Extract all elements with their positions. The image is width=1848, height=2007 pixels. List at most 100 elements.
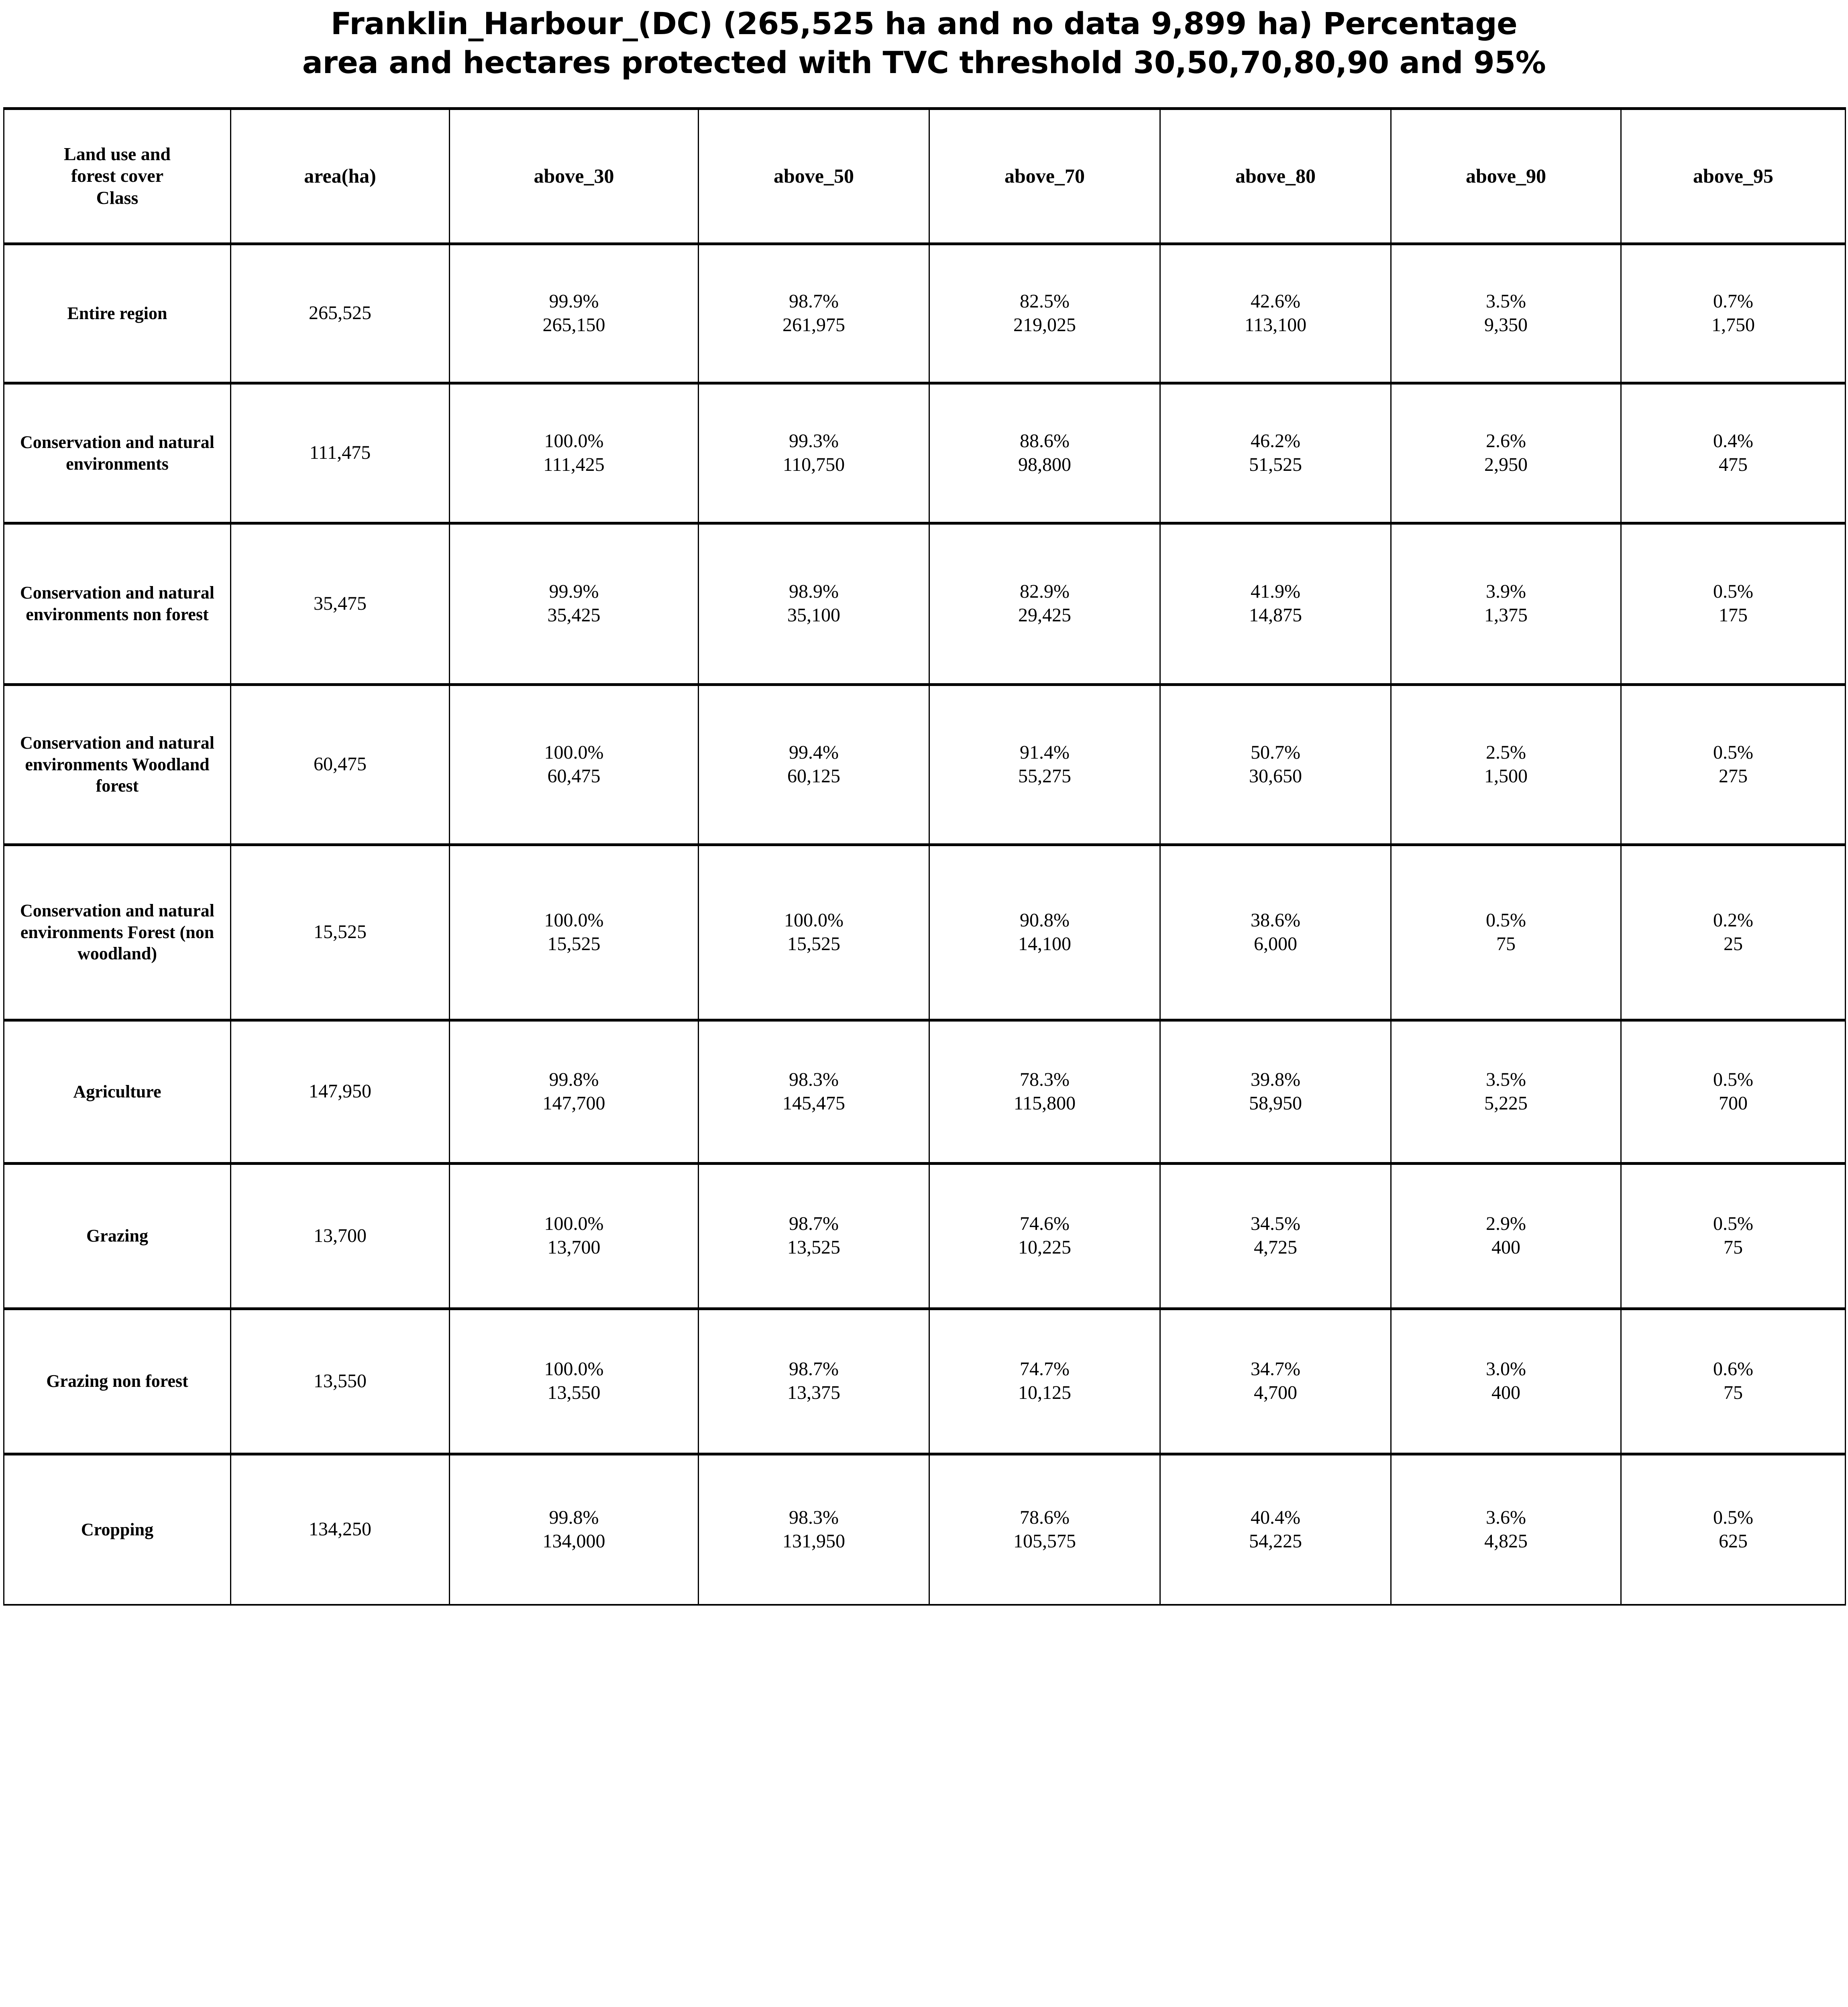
cell-above-80: 42.6% 113,100 xyxy=(1159,244,1392,383)
cell-pct: 2.9% xyxy=(1486,1213,1526,1235)
cell-ha: 134,000 xyxy=(542,1530,605,1552)
cell-ha: 175 xyxy=(1719,605,1748,626)
cell-pct: 100.0% xyxy=(544,1358,604,1380)
cell-above-50: 98.7% 13,375 xyxy=(698,1309,930,1454)
cell-ha: 400 xyxy=(1491,1382,1520,1404)
cell-ha: 4,825 xyxy=(1484,1530,1528,1552)
column-header-class-line1: Land use and xyxy=(64,144,171,165)
cell-pct: 100.0% xyxy=(544,1213,604,1235)
cell-pct: 3.9% xyxy=(1486,581,1526,603)
cell-pct: 99.4% xyxy=(789,741,839,763)
cell-ha: 15,525 xyxy=(547,933,601,955)
cell-pct: 100.0% xyxy=(544,909,604,931)
cell-ha: 6,000 xyxy=(1254,933,1297,955)
title-line-2: area and hectares protected with TVC thr… xyxy=(302,45,1546,81)
cell-area: 265,525 xyxy=(230,244,450,383)
cell-ha: 275 xyxy=(1719,765,1748,787)
cell-pct: 0.5% xyxy=(1713,1506,1753,1528)
cell-above-80: 40.4% 54,225 xyxy=(1159,1454,1392,1605)
cell-ha: 475 xyxy=(1719,454,1748,475)
report-table-container: Land use and forest cover Class area(ha)… xyxy=(0,107,1848,1606)
column-header-class: Land use and forest cover Class xyxy=(3,108,231,245)
cell-ha: 625 xyxy=(1719,1530,1748,1552)
cell-ha: 75 xyxy=(1496,933,1516,955)
row-label: Conservation and natural environments Wo… xyxy=(3,684,231,845)
cell-above-70: 91.4% 55,275 xyxy=(929,684,1161,845)
cell-pct: 99.3% xyxy=(789,430,839,452)
table-row: Grazing 13,700 100.0% 13,700 98.7% 13,525 … xyxy=(3,1163,1846,1309)
cell-ha: 13,375 xyxy=(787,1382,840,1404)
cell-ha: 131,950 xyxy=(782,1530,845,1552)
table-row: Grazing non forest 13,550 100.0% 13,550 9… xyxy=(3,1309,1846,1454)
cell-above-90: 0.5% 75 xyxy=(1390,845,1622,1020)
cell-above-70: 78.3% 115,800 xyxy=(929,1020,1161,1164)
table-row: Conservation and natural environments Fo… xyxy=(3,845,1846,1020)
column-header-class-line2: forest cover xyxy=(71,165,164,186)
cell-pct: 34.5% xyxy=(1251,1213,1300,1235)
cell-pct: 3.5% xyxy=(1486,1069,1526,1090)
cell-above-30: 99.9% 265,150 xyxy=(449,244,699,383)
cell-pct: 0.5% xyxy=(1486,909,1526,931)
cell-ha: 10,225 xyxy=(1018,1237,1071,1258)
cell-pct: 99.8% xyxy=(549,1069,599,1090)
cell-ha: 15,525 xyxy=(787,933,840,955)
cell-ha: 35,100 xyxy=(787,605,840,626)
table-header-row: Land use and forest cover Class area(ha)… xyxy=(3,108,1846,245)
row-label: Entire region xyxy=(3,244,231,383)
cell-pct: 98.7% xyxy=(789,1358,839,1380)
cell-above-90: 3.9% 1,375 xyxy=(1390,523,1622,685)
cell-pct: 91.4% xyxy=(1020,741,1070,763)
cell-ha: 10,125 xyxy=(1018,1382,1071,1404)
cell-above-90: 3.5% 9,350 xyxy=(1390,244,1622,383)
column-header-class-line3: Class xyxy=(96,187,139,208)
cell-area: 147,950 xyxy=(230,1020,450,1164)
cell-above-80: 46.2% 51,525 xyxy=(1159,383,1392,523)
cell-ha: 9,350 xyxy=(1484,314,1528,336)
cell-pct: 3.6% xyxy=(1486,1506,1526,1528)
cell-ha: 5,225 xyxy=(1484,1092,1528,1114)
cell-area: 13,550 xyxy=(230,1309,450,1454)
cell-ha: 110,750 xyxy=(782,454,845,475)
row-label: Conservation and natural environments xyxy=(3,383,231,523)
row-label: Grazing xyxy=(3,1163,231,1309)
cell-above-30: 100.0% 15,525 xyxy=(449,845,699,1020)
cell-ha: 51,525 xyxy=(1249,454,1302,475)
cell-ha: 14,875 xyxy=(1249,605,1302,626)
cell-pct: 98.7% xyxy=(789,1213,839,1235)
cell-ha: 1,500 xyxy=(1484,765,1528,787)
cell-above-90: 3.0% 400 xyxy=(1390,1309,1622,1454)
cell-pct: 90.8% xyxy=(1020,909,1070,931)
cell-above-80: 50.7% 30,650 xyxy=(1159,684,1392,845)
cell-ha: 111,425 xyxy=(543,454,605,475)
cell-ha: 29,425 xyxy=(1018,605,1071,626)
row-label: Cropping xyxy=(3,1454,231,1605)
cell-pct: 0.5% xyxy=(1713,741,1753,763)
cell-above-70: 74.7% 10,125 xyxy=(929,1309,1161,1454)
cell-pct: 50.7% xyxy=(1251,741,1300,763)
cell-pct: 38.6% xyxy=(1251,909,1300,931)
cell-ha: 98,800 xyxy=(1018,454,1071,475)
column-header-above-90: above_90 xyxy=(1390,108,1622,245)
cell-pct: 98.3% xyxy=(789,1506,839,1528)
cell-ha: 400 xyxy=(1491,1237,1520,1258)
cell-ha: 54,225 xyxy=(1249,1530,1302,1552)
cell-above-95: 0.4% 475 xyxy=(1620,383,1846,523)
row-label: Conservation and natural environments no… xyxy=(3,523,231,685)
cell-above-95: 0.5% 700 xyxy=(1620,1020,1846,1164)
cell-area: 15,525 xyxy=(230,845,450,1020)
cell-ha: 145,475 xyxy=(782,1092,845,1114)
cell-pct: 3.5% xyxy=(1486,290,1526,312)
cell-ha: 30,650 xyxy=(1249,765,1302,787)
cell-pct: 99.9% xyxy=(549,290,599,312)
cell-ha: 700 xyxy=(1719,1092,1748,1114)
cell-above-70: 74.6% 10,225 xyxy=(929,1163,1161,1309)
cell-above-30: 99.8% 134,000 xyxy=(449,1454,699,1605)
cell-pct: 0.5% xyxy=(1713,1213,1753,1235)
row-label: Agriculture xyxy=(3,1020,231,1164)
cell-pct: 82.9% xyxy=(1020,581,1070,603)
cell-ha: 265,150 xyxy=(542,314,605,336)
column-header-area: area(ha) xyxy=(230,108,450,245)
cell-ha: 60,475 xyxy=(547,765,601,787)
cell-above-30: 99.8% 147,700 xyxy=(449,1020,699,1164)
cell-pct: 100.0% xyxy=(544,741,604,763)
